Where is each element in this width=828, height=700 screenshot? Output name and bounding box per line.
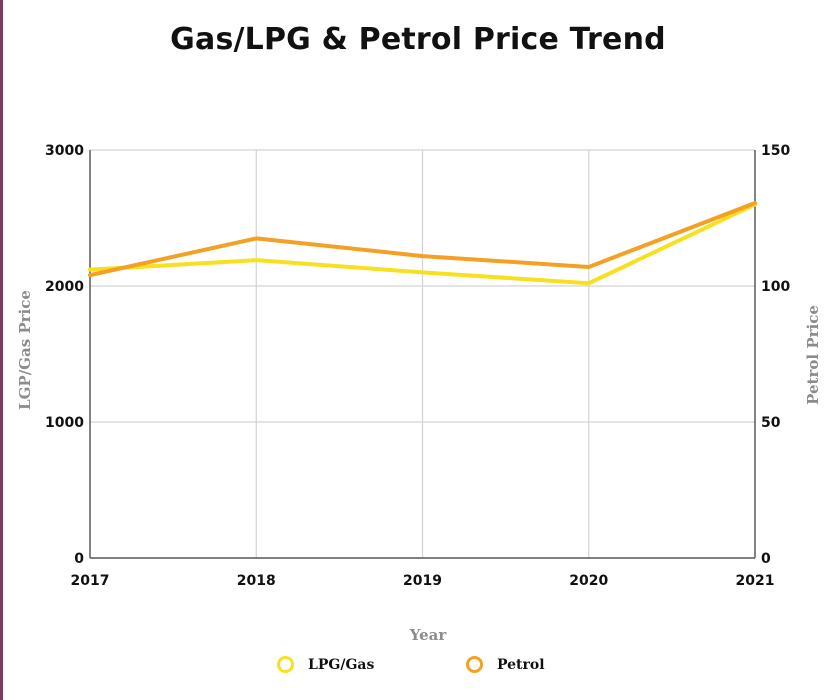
- x-tick-label: 2018: [237, 573, 276, 589]
- right-y-tick-label: 150: [761, 143, 790, 159]
- chart-title: Gas/LPG & Petrol Price Trend: [170, 22, 666, 57]
- x-tick-label: 2020: [569, 573, 608, 589]
- right-y-axis-title: Petrol Price: [804, 305, 822, 405]
- tick-labels: 0 1000 2000 3000 0 50 100 150 2017 2018 2019 2020 20…: [45, 143, 790, 589]
- x-tick-label: 2017: [71, 573, 110, 589]
- left-y-tick-label: 0: [74, 551, 84, 567]
- left-edge-border: [0, 0, 3, 700]
- legend-item-petrol: Petrol: [466, 656, 545, 673]
- x-tick-label: 2021: [736, 573, 775, 589]
- right-y-tick-label: 50: [761, 415, 781, 431]
- series-line-lpg-gas: [88, 202, 757, 286]
- right-y-tick-label: 100: [761, 279, 790, 295]
- x-tick-label: 2019: [403, 573, 442, 589]
- right-y-tick-label: 0: [761, 551, 771, 567]
- grid-lines: [90, 149, 755, 559]
- legend-marker-lpg-gas: [277, 656, 294, 673]
- legend-label-petrol: Petrol: [497, 656, 545, 673]
- legend-label-lpg-gas: LPG/Gas: [308, 656, 375, 673]
- axes: [89, 150, 756, 559]
- legend: LPG/Gas Petrol: [0, 656, 828, 678]
- left-y-axis-title: LGP/Gas Price: [16, 290, 34, 410]
- left-y-tick-label: 3000: [45, 143, 84, 159]
- left-y-tick-label: 1000: [45, 415, 84, 431]
- x-axis-title: Year: [409, 626, 448, 644]
- left-y-tick-label: 2000: [45, 279, 84, 295]
- legend-marker-petrol: [466, 656, 483, 673]
- series-line-petrol: [88, 201, 757, 278]
- legend-item-lpg-gas: LPG/Gas: [277, 656, 374, 673]
- series-layer: [88, 201, 757, 286]
